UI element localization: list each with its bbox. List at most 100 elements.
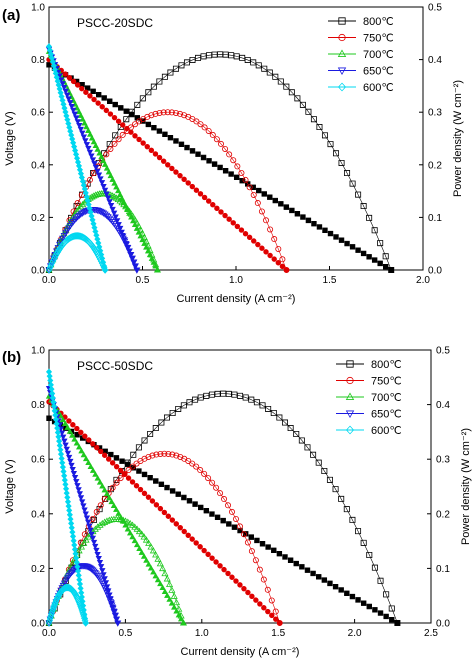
power-point [119,131,126,138]
power-point [272,608,279,615]
voltage-point [107,172,114,179]
power-point [148,112,155,119]
power-point [122,241,130,249]
power-point [213,484,220,491]
power-point [77,604,85,612]
power-point [169,451,176,458]
power-point [52,251,60,260]
voltage-point [184,144,190,151]
voltage-point [94,475,101,481]
voltage-point [238,227,245,233]
voltage-point [287,557,294,563]
voltage-point [75,443,83,450]
voltage-point [71,475,79,481]
power-point [117,475,124,482]
legend-label: 700℃ [371,392,402,404]
power-curve-line [48,235,106,271]
voltage-point [78,429,84,436]
power-point [111,612,119,620]
voltage-point [269,612,275,619]
voltage-point [349,244,356,250]
power-point [97,502,104,509]
y-tick-label: 0.2 [31,564,45,575]
voltage-point [136,545,143,551]
y2-tick-label: 0.1 [428,213,442,224]
power-point [201,470,208,477]
power-point [77,543,86,550]
power-point [137,226,145,233]
power-point [153,451,160,458]
voltage-point [143,557,150,563]
legend-marker [337,67,347,75]
voltage-point [89,157,97,163]
voltage-point [106,199,113,205]
power-point [74,214,82,221]
power-point [145,453,152,460]
power-point [209,131,216,138]
power-point [45,620,53,627]
power-point [394,620,401,626]
voltage-point [73,115,80,122]
power-point [106,215,114,223]
voltage-point [169,488,176,494]
power-point [144,113,151,120]
power-point [164,414,171,421]
voltage-point [372,607,378,613]
power-point [112,132,119,139]
power-point [180,402,187,409]
power-point [254,200,261,207]
voltage-point [107,111,114,117]
voltage-point [256,187,262,194]
voltage-point [81,507,88,514]
power-point [110,609,118,616]
power-point [231,391,238,398]
power-curve-line [48,587,86,624]
power-point [316,124,323,131]
power-point [156,559,164,567]
power-point [242,394,249,401]
power-point [131,263,139,270]
power-point [93,508,100,515]
power-point [53,250,61,258]
power-point [175,605,183,612]
legend-label: 600℃ [363,82,394,94]
voltage-point [68,103,75,110]
power-curve-line [48,111,287,271]
voltage-point [161,509,168,516]
power-point [170,592,178,599]
voltage-point [137,486,144,493]
power-point [113,616,121,623]
voltage-point [310,570,316,577]
y2-tick-label: 0.0 [428,266,442,277]
voltage-point [228,171,234,177]
voltage-point [62,71,69,77]
power-point [377,577,384,584]
voltage-point [164,592,171,598]
legend-marker [346,360,354,368]
power-point [259,402,266,409]
voltage-point [214,514,221,521]
power-point [248,396,255,403]
voltage-point [366,603,372,610]
voltage-point [94,444,100,451]
x-axis-label: Current density (A cm⁻²) [181,646,300,658]
voltage-point [62,442,69,449]
voltage-point [382,263,389,270]
power-point [128,108,135,115]
power-point [142,536,150,543]
voltage-point [203,508,210,514]
power-point [197,121,204,128]
power-point [209,479,216,486]
voltage-point [229,574,235,580]
voltage-point [332,583,339,590]
voltage-point [206,158,212,164]
voltage-point [156,128,163,134]
voltage-point [90,441,96,447]
voltage-point [147,474,153,481]
power-point [298,437,305,444]
power-point [145,539,153,546]
voltage-point [251,238,257,244]
power-point [250,191,257,198]
power-point [276,620,283,627]
